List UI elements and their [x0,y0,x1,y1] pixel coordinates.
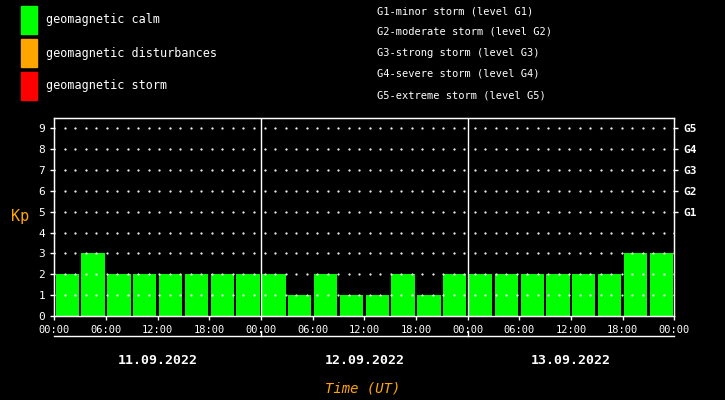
Bar [81,254,104,316]
Bar [469,274,492,316]
Text: geomagnetic disturbances: geomagnetic disturbances [46,46,217,60]
Bar [22,6,37,34]
Bar [624,254,647,316]
Bar [314,274,337,316]
Bar [159,274,182,316]
Text: 12.09.2022: 12.09.2022 [324,354,405,367]
Bar [133,274,157,316]
Text: G5-extreme storm (level G5): G5-extreme storm (level G5) [377,90,545,100]
Bar [22,72,37,100]
Text: G3-strong storm (level G3): G3-strong storm (level G3) [377,48,539,58]
Bar [650,254,673,316]
Bar [236,274,260,316]
Bar [340,295,363,316]
Bar [56,274,79,316]
Bar [443,274,466,316]
Bar [211,274,234,316]
Bar [22,39,37,67]
Bar [185,274,208,316]
Bar [107,274,130,316]
Text: Kp: Kp [11,210,30,224]
Text: G1-minor storm (level G1): G1-minor storm (level G1) [377,6,533,16]
Bar [392,274,415,316]
Bar [572,274,595,316]
Text: 11.09.2022: 11.09.2022 [117,354,198,367]
Text: geomagnetic calm: geomagnetic calm [46,14,160,26]
Bar [494,274,518,316]
Bar [365,295,389,316]
Text: G4-severe storm (level G4): G4-severe storm (level G4) [377,69,539,79]
Bar [288,295,311,316]
Text: 13.09.2022: 13.09.2022 [531,354,611,367]
Bar [547,274,570,316]
Bar [521,274,544,316]
Text: G2-moderate storm (level G2): G2-moderate storm (level G2) [377,27,552,37]
Bar [418,295,441,316]
Bar [262,274,286,316]
Text: geomagnetic storm: geomagnetic storm [46,80,167,92]
Bar [598,274,621,316]
Text: Time (UT): Time (UT) [325,382,400,396]
